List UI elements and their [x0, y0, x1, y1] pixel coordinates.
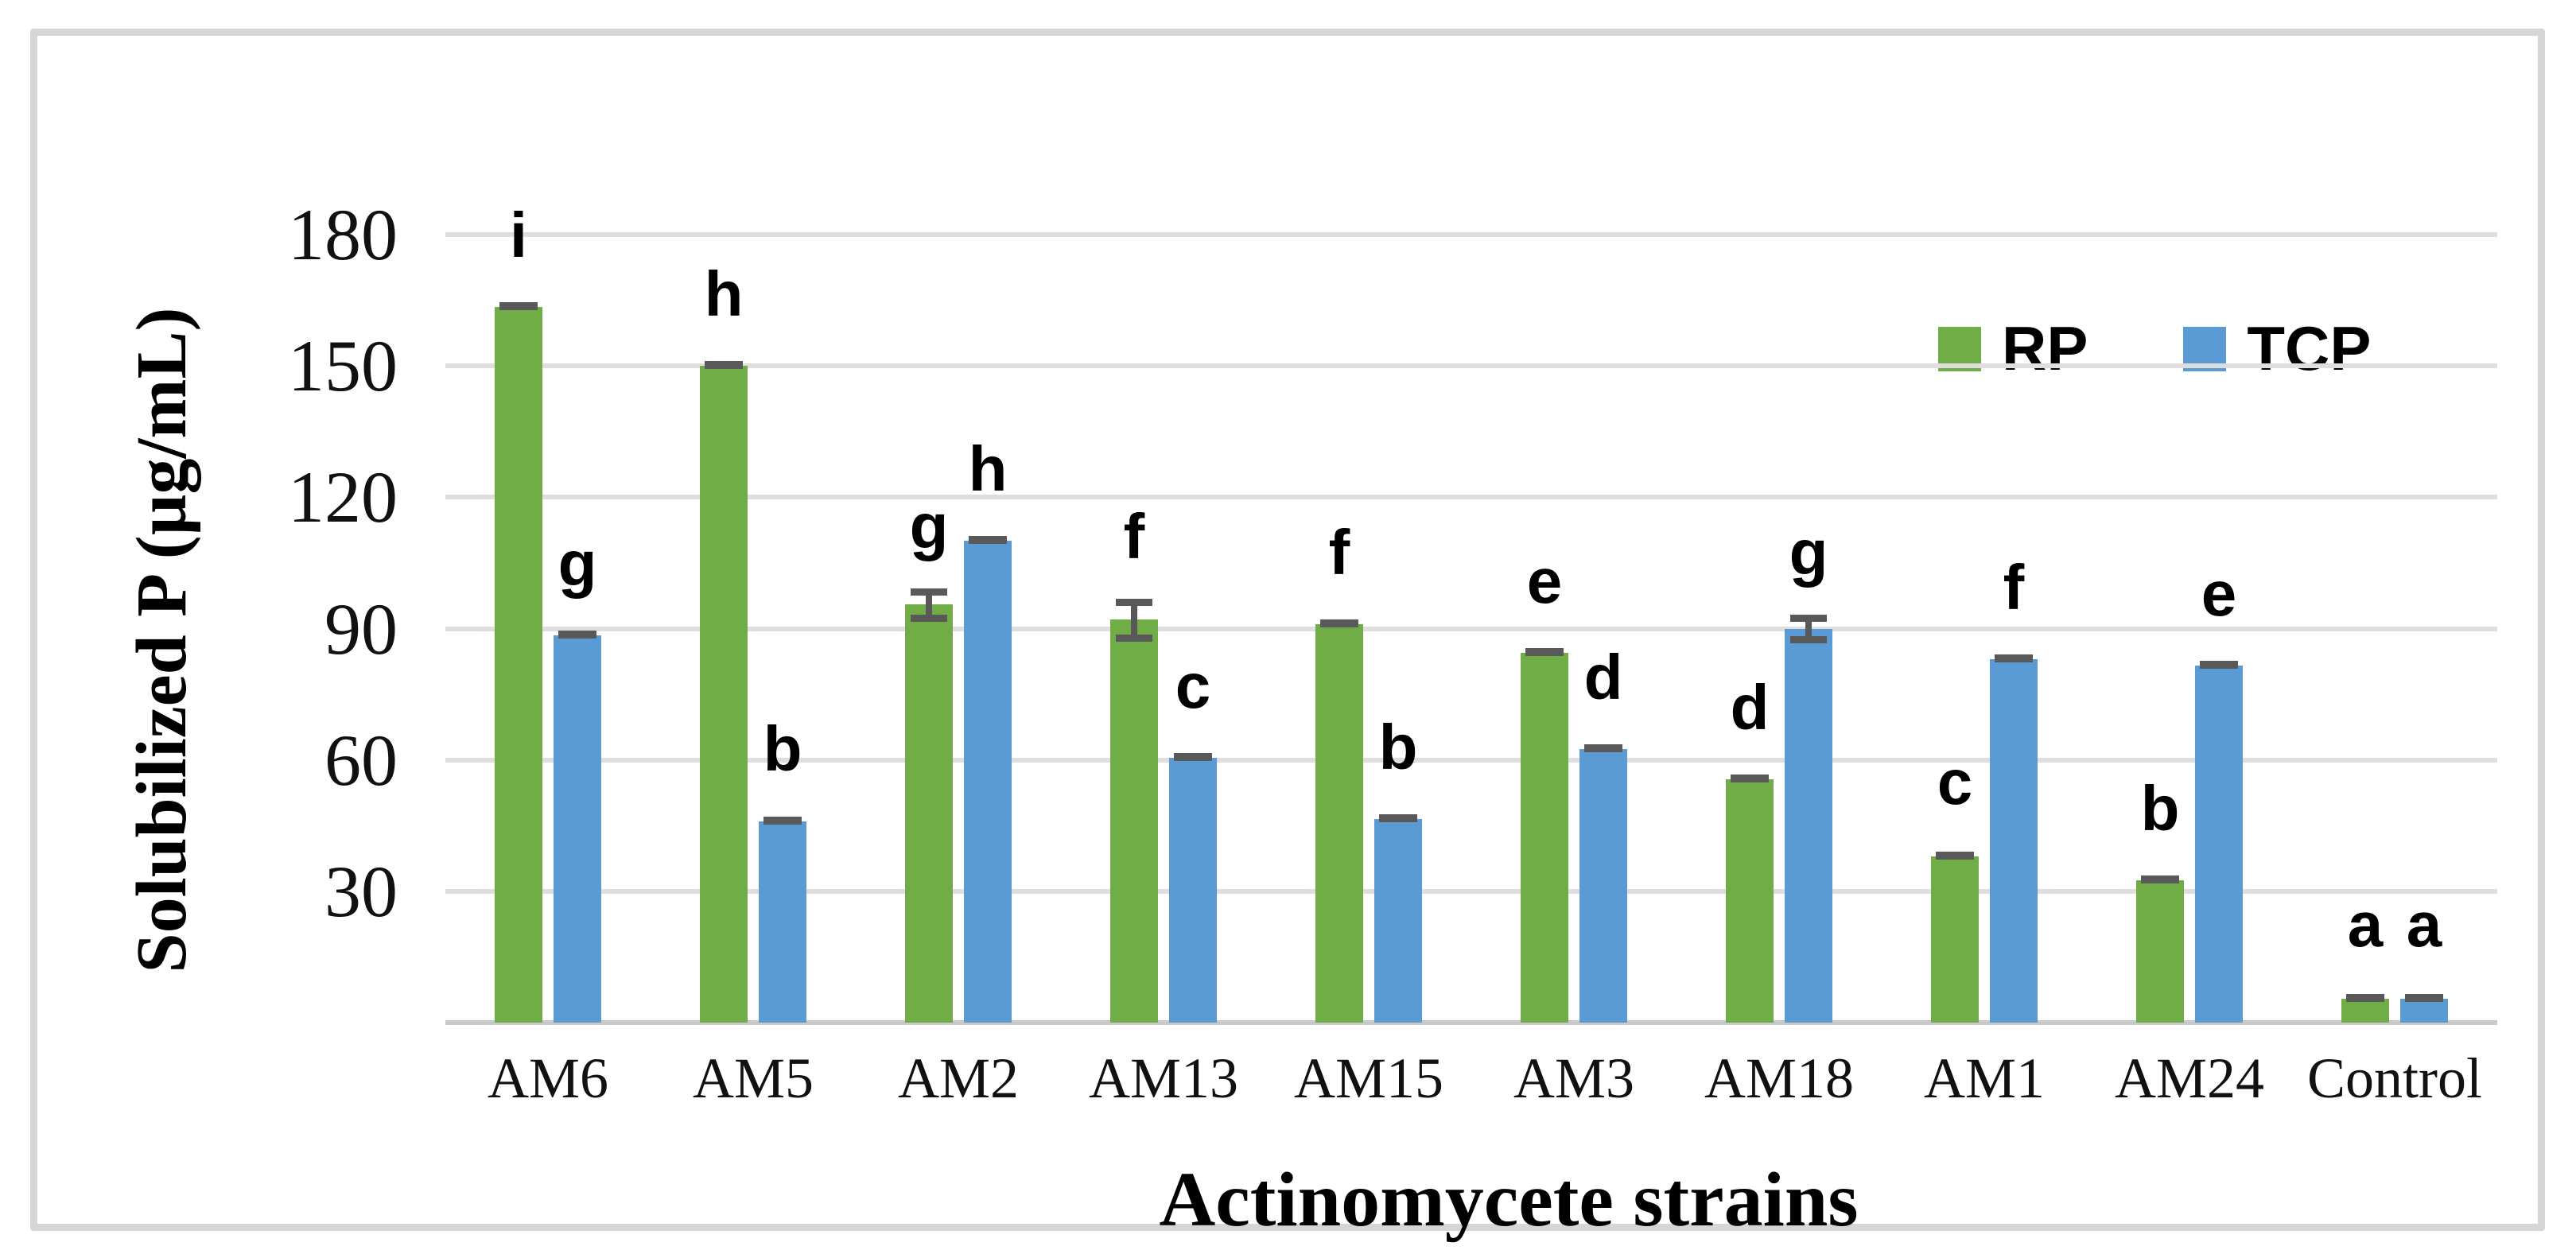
error-cap-top-rp-am13	[1116, 599, 1152, 607]
bar-rp-am1	[1931, 856, 1979, 1023]
sig-letter-tcp-am5: b	[763, 713, 802, 785]
bar-rp-am2	[905, 604, 953, 1023]
bar-tcp-am13	[1169, 757, 1217, 1023]
sig-letter-tcp-am13: c	[1175, 650, 1211, 721]
bar-rp-am6	[495, 306, 542, 1023]
sig-letter-tcp-am3: d	[1583, 641, 1623, 712]
x-tick-label-am5: AM5	[692, 1046, 814, 1110]
x-tick-label-am24: AM24	[2114, 1046, 2264, 1110]
gridline-60	[445, 757, 2497, 763]
error-cap-tcp-am6	[558, 630, 596, 639]
y-tick-label-120: 120	[288, 456, 398, 538]
y-tick-label-180: 180	[288, 194, 398, 275]
sig-letter-tcp-am24: e	[2201, 558, 2237, 630]
sig-letter-rp-am13: f	[1123, 501, 1145, 573]
error-cap-rp-am6	[499, 301, 538, 310]
error-cap-tcp-am1	[1995, 654, 2033, 663]
sig-letter-tcp-am2: h	[968, 433, 1008, 505]
x-tick-label-am6: AM6	[487, 1046, 608, 1110]
gridline-30	[445, 888, 2497, 894]
error-cap-tcp-am24	[2200, 661, 2238, 670]
x-tick-label-am1: AM1	[1923, 1046, 2045, 1110]
bar-tcp-am5	[759, 821, 806, 1023]
y-tick-label-30: 30	[324, 850, 398, 932]
bar-tcp-am15	[1374, 818, 1422, 1023]
error-cap-rp-control	[2346, 993, 2384, 1002]
legend-item-rp: RP	[1938, 313, 2088, 385]
sig-letter-rp-am6: i	[509, 199, 528, 270]
error-bar-rp-am2	[926, 591, 932, 618]
bar-rp-am3	[1521, 652, 1568, 1023]
y-tick-label-60: 60	[324, 719, 398, 801]
sig-letter-rp-am3: e	[1526, 545, 1563, 616]
legend: RP TCP	[1938, 313, 2371, 385]
error-cap-rp-am24	[2141, 875, 2179, 884]
sig-letter-tcp-am6: g	[558, 527, 597, 599]
error-bar-tcp-am18	[1805, 617, 1812, 640]
x-tick-label-am3: AM3	[1513, 1046, 1634, 1110]
gridline-180	[445, 232, 2497, 237]
legend-label-tcp: TCP	[2247, 313, 2372, 383]
bar-rp-am5	[700, 366, 748, 1023]
sig-letter-rp-am5: h	[704, 258, 744, 329]
sig-letter-tcp-am18: g	[1789, 516, 1828, 588]
error-cap-tcp-am3	[1584, 743, 1622, 752]
legend-label-rp: RP	[2002, 313, 2088, 383]
error-cap-tcp-am2	[969, 536, 1007, 545]
bar-rp-am24	[2136, 880, 2184, 1023]
error-cap-rp-am3	[1525, 647, 1564, 656]
x-tick-label-am13: AM13	[1088, 1046, 1238, 1110]
sig-letter-rp-am24: b	[2140, 772, 2180, 844]
sig-letter-tcp-am1: f	[2003, 551, 2025, 623]
error-cap-tcp-am15	[1379, 813, 1417, 822]
error-cap-rp-am15	[1320, 619, 1358, 627]
error-cap-bottom-rp-am2	[911, 614, 947, 622]
bar-tcp-am18	[1785, 628, 1832, 1023]
error-cap-rp-am5	[705, 361, 743, 370]
sig-letter-rp-am2: g	[909, 490, 949, 561]
bar-rp-control	[2341, 998, 2389, 1023]
bar-rp-am13	[1110, 619, 1158, 1023]
sig-letter-rp-am18: d	[1730, 672, 1770, 743]
sig-letter-rp-am15: f	[1328, 516, 1350, 588]
error-cap-bottom-rp-am13	[1116, 634, 1152, 642]
bar-rp-am18	[1726, 779, 1774, 1023]
error-cap-top-rp-am2	[911, 588, 947, 596]
x-axis-line	[445, 1020, 2497, 1025]
bar-tcp-am2	[964, 541, 1012, 1023]
legend-item-tcp: TCP	[2183, 313, 2371, 385]
error-cap-rp-am18	[1731, 775, 1769, 783]
sig-letter-rp-am1: c	[1937, 746, 1973, 817]
bar-tcp-am24	[2195, 666, 2243, 1023]
error-cap-tcp-am13	[1174, 752, 1212, 761]
x-axis-title: Actinomycete strains	[1159, 1157, 1859, 1243]
error-cap-bottom-tcp-am18	[1790, 636, 1827, 644]
sig-letter-tcp-control: a	[2406, 888, 2442, 960]
bar-tcp-control	[2400, 998, 2448, 1023]
x-tick-label-am18: AM18	[1704, 1046, 1854, 1110]
y-tick-label-90: 90	[324, 588, 398, 670]
error-cap-tcp-am5	[763, 816, 802, 825]
sig-letter-tcp-am15: b	[1378, 711, 1418, 782]
bar-rp-am15	[1315, 623, 1363, 1023]
x-tick-label-am15: AM15	[1293, 1046, 1443, 1110]
error-cap-top-tcp-am18	[1790, 614, 1827, 622]
error-bar-rp-am13	[1131, 602, 1137, 638]
gridline-150	[445, 363, 2497, 369]
y-tick-label-150: 150	[288, 325, 398, 407]
x-tick-label-control: Control	[2306, 1046, 2482, 1110]
bar-tcp-am1	[1990, 659, 2038, 1023]
bar-tcp-am3	[1579, 748, 1627, 1023]
x-tick-label-am2: AM2	[897, 1046, 1019, 1110]
gridline-120	[445, 495, 2497, 500]
gridline-90	[445, 626, 2497, 631]
error-cap-rp-am1	[1936, 851, 1974, 860]
figure-frame: Solubilized P (µg/mL) Actinomycete strai…	[30, 29, 2545, 1241]
error-cap-tcp-control	[2405, 993, 2443, 1002]
sig-letter-rp-control: a	[2347, 888, 2384, 960]
bar-tcp-am6	[554, 635, 601, 1023]
